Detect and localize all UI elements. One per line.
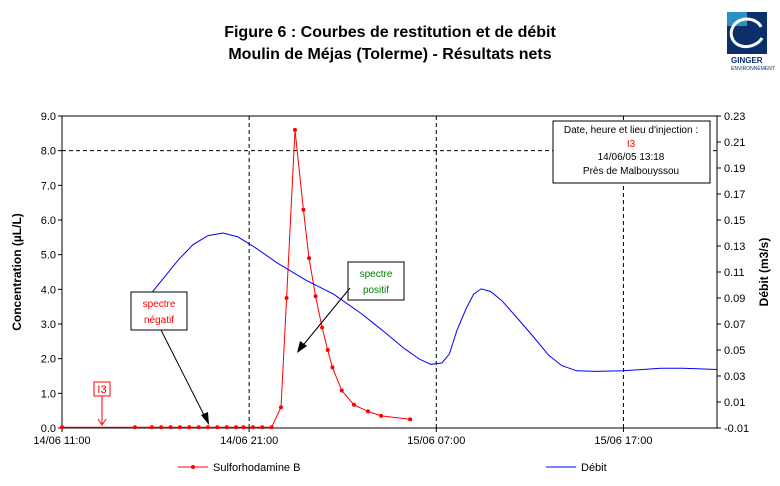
data-point-sulforhodamine [292, 127, 297, 132]
y-left-tick-label: 9.0 [41, 111, 56, 123]
callout-negatif-arrow-line [160, 329, 208, 422]
data-point-sulforhodamine [205, 425, 210, 430]
logo-swirl [729, 17, 764, 48]
x-tick-label: 14/06 11:00 [33, 435, 90, 447]
x-axis: 14/06 11:00 14/06 21:00 15/06 07:00 15/06 1… [33, 428, 652, 447]
y-axis-right-title: Débit (m3/s) [757, 238, 771, 307]
series-line-debit [143, 232, 718, 372]
data-point-sulforhodamine [168, 425, 173, 430]
callout-positif-arrow-line [299, 287, 351, 350]
data-point-sulforhodamine [250, 425, 255, 430]
legend-item-debit: Débit [546, 462, 607, 474]
data-point-sulforhodamine [234, 425, 239, 430]
y-right-tick-label: 0.23 [724, 111, 745, 123]
chart-title-line2: Moulin de Méjas (Tolerme) - Résultats ne… [228, 46, 551, 63]
injection-info-box: Date, heure et lieu d'injection : I3 14/… [552, 120, 711, 184]
y-left-tick-label: 3.0 [41, 319, 56, 331]
data-point-sulforhodamine [408, 417, 413, 422]
i3-marker-label: I3 [97, 384, 106, 396]
info-box-line3: 14/06/05 13:18 [598, 152, 665, 163]
info-box-line4: Près de Malbouyssou [583, 166, 679, 177]
y-right-tick-label: 0.15 [724, 215, 745, 227]
data-point-sulforhodamine [284, 296, 289, 300]
injection-marker-i3: I3 [93, 381, 111, 426]
y-axis-left-title: Concentration (µL/L) [10, 213, 24, 331]
legend-item-sulforhodamine: Sulforhodamine B [178, 462, 300, 474]
y-right-tick-label: 0.05 [724, 345, 745, 357]
y-right-tick-label: 0.07 [724, 319, 745, 331]
callout-negatif-arrow-head [201, 412, 209, 425]
y-right-tick-label: 0.11 [724, 267, 745, 279]
legend-label-sulforhodamine: Sulforhodamine B [213, 462, 300, 474]
data-point-sulforhodamine [307, 256, 312, 261]
series-layer [60, 127, 718, 430]
data-point-sulforhodamine [60, 425, 64, 430]
logo-text: GINGER [731, 56, 763, 65]
callout-negatif-line1: spectre [143, 299, 176, 310]
callout-negatif-box [130, 291, 188, 331]
x-tick-label: 14/06 21:00 [220, 435, 278, 447]
y-left-tick-label: 5.0 [41, 250, 56, 262]
callout-spectre-positif: spectre positif [297, 261, 405, 353]
data-point-sulforhodamine [278, 405, 283, 410]
logo-square-accent [727, 12, 747, 26]
info-box-line1: Date, heure et lieu d'injection : [564, 125, 698, 136]
y-right-tick-label: 0.01 [724, 397, 745, 409]
data-point-sulforhodamine [241, 425, 246, 430]
callout-positif-line2: positif [363, 285, 389, 296]
y-left-tick-label: 0.0 [41, 423, 56, 435]
y-left-tick-label: 6.0 [41, 215, 56, 227]
y-left-tick-label: 8.0 [41, 146, 56, 158]
data-point-sulforhodamine [379, 413, 384, 418]
y-axis-right: -0.01 0.01 0.03 0.05 0.07 0.09 0.11 0.13 0.15 0.1… [717, 111, 749, 435]
data-point-sulforhodamine [365, 409, 370, 414]
data-point-sulforhodamine [339, 388, 344, 393]
chart-title-line1: Figure 6 : Courbes de restitution et de … [224, 24, 556, 41]
data-point-sulforhodamine [224, 425, 229, 430]
callout-positif-line1: spectre [360, 269, 393, 280]
ginger-logo: GINGER ENVIRONNEMENT [727, 12, 775, 72]
info-box-frame [552, 120, 711, 184]
y-left-tick-label: 2.0 [41, 354, 56, 366]
y-left-tick-label: 4.0 [41, 284, 56, 296]
data-point-sulforhodamine [313, 294, 318, 299]
info-box-line2: I3 [627, 139, 636, 150]
y-right-tick-label: 0.17 [724, 189, 745, 201]
data-point-sulforhodamine [260, 425, 265, 430]
data-point-sulforhodamine [325, 348, 330, 352]
y-left-tick-label: 1.0 [41, 388, 56, 400]
y-right-tick-label: 0.03 [724, 371, 745, 383]
data-point-sulforhodamine [187, 425, 192, 430]
callout-positif-box [347, 261, 405, 301]
data-point-sulforhodamine [196, 425, 201, 430]
legend-label-debit: Débit [581, 462, 607, 474]
data-point-sulforhodamine [320, 325, 325, 330]
data-point-sulforhodamine [132, 425, 137, 430]
y-left-tick-label: 7.0 [41, 180, 56, 192]
y-right-tick-label: 0.09 [724, 293, 745, 305]
x-tick-label: 15/06 07:00 [407, 435, 465, 447]
y-right-tick-label: -0.01 [724, 423, 749, 435]
data-point-sulforhodamine [330, 365, 335, 370]
x-tick-label: 15/06 17:00 [594, 435, 652, 447]
callout-negatif-line2: négatif [144, 315, 174, 326]
legend-marker-sulforhodamine [191, 465, 195, 469]
data-point-sulforhodamine [149, 425, 154, 430]
data-point-sulforhodamine [269, 425, 274, 430]
y-right-tick-label: 0.19 [724, 163, 745, 175]
y-axis-left: 0.0 1.0 2.0 3.0 4.0 5.0 6.0 7.0 8.0 9.0 [41, 111, 62, 435]
y-right-tick-label: 0.21 [724, 137, 745, 149]
data-point-sulforhodamine [351, 402, 356, 407]
legend: Sulforhodamine B Débit [178, 462, 607, 474]
data-point-sulforhodamine [301, 207, 306, 212]
callout-positif-arrow-head [297, 341, 307, 353]
y-right-tick-label: 0.13 [724, 241, 745, 253]
data-point-sulforhodamine [177, 425, 182, 430]
callout-spectre-negatif: spectre négatif [130, 291, 209, 425]
data-point-sulforhodamine [215, 425, 220, 430]
i3-marker-arrow [97, 418, 107, 426]
data-point-sulforhodamine [159, 425, 164, 430]
logo-subtext: ENVIRONNEMENT [731, 66, 775, 72]
